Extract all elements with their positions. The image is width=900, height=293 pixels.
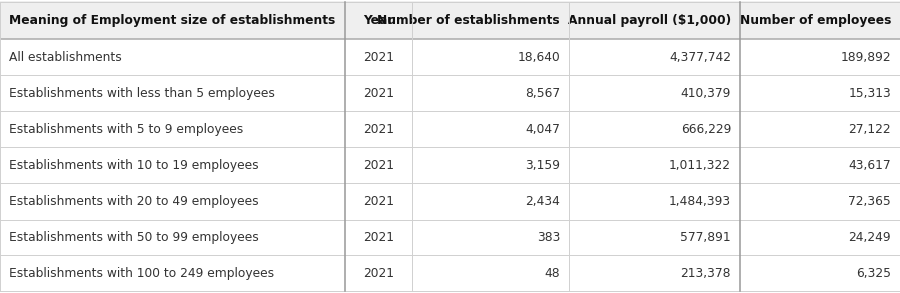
Text: 6,325: 6,325 bbox=[856, 267, 891, 280]
Bar bbox=[0, 1, 900, 40]
Text: 410,379: 410,379 bbox=[680, 87, 731, 100]
Bar bbox=[0, 40, 900, 76]
Text: 27,122: 27,122 bbox=[849, 123, 891, 136]
Text: 2021: 2021 bbox=[363, 123, 394, 136]
Text: Establishments with 5 to 9 employees: Establishments with 5 to 9 employees bbox=[9, 123, 243, 136]
Text: 2021: 2021 bbox=[363, 159, 394, 172]
Text: All establishments: All establishments bbox=[9, 51, 122, 64]
Bar bbox=[0, 183, 900, 219]
Text: 3,159: 3,159 bbox=[525, 159, 560, 172]
Text: 2021: 2021 bbox=[363, 231, 394, 244]
Text: 2021: 2021 bbox=[363, 51, 394, 64]
Text: 189,892: 189,892 bbox=[841, 51, 891, 64]
Text: 4,377,742: 4,377,742 bbox=[669, 51, 731, 64]
Text: 4,047: 4,047 bbox=[525, 123, 560, 136]
Text: 2021: 2021 bbox=[363, 267, 394, 280]
Text: 15,313: 15,313 bbox=[848, 87, 891, 100]
Text: 2021: 2021 bbox=[363, 87, 394, 100]
Text: 2,434: 2,434 bbox=[525, 195, 560, 208]
Bar bbox=[0, 219, 900, 255]
Bar bbox=[0, 147, 900, 183]
Text: Establishments with 20 to 49 employees: Establishments with 20 to 49 employees bbox=[9, 195, 258, 208]
Text: 1,484,393: 1,484,393 bbox=[669, 195, 731, 208]
Bar bbox=[0, 76, 900, 112]
Text: Year: Year bbox=[364, 14, 394, 27]
Text: 8,567: 8,567 bbox=[525, 87, 560, 100]
Text: Establishments with 50 to 99 employees: Establishments with 50 to 99 employees bbox=[9, 231, 259, 244]
Text: 72,365: 72,365 bbox=[848, 195, 891, 208]
Bar bbox=[0, 112, 900, 147]
Text: Establishments with 10 to 19 employees: Establishments with 10 to 19 employees bbox=[9, 159, 258, 172]
Text: 383: 383 bbox=[536, 231, 560, 244]
Text: 43,617: 43,617 bbox=[849, 159, 891, 172]
Text: 666,229: 666,229 bbox=[680, 123, 731, 136]
Text: 48: 48 bbox=[544, 267, 560, 280]
Text: 2021: 2021 bbox=[363, 195, 394, 208]
Text: 213,378: 213,378 bbox=[680, 267, 731, 280]
Text: 24,249: 24,249 bbox=[849, 231, 891, 244]
Text: 577,891: 577,891 bbox=[680, 231, 731, 244]
Text: Number of establishments: Number of establishments bbox=[377, 14, 560, 27]
Text: 1,011,322: 1,011,322 bbox=[669, 159, 731, 172]
Text: Establishments with less than 5 employees: Establishments with less than 5 employee… bbox=[9, 87, 274, 100]
Text: Meaning of Employment size of establishments: Meaning of Employment size of establishm… bbox=[9, 14, 335, 27]
Text: Annual payroll ($1,000): Annual payroll ($1,000) bbox=[568, 14, 731, 27]
Text: 18,640: 18,640 bbox=[518, 51, 560, 64]
Text: Establishments with 100 to 249 employees: Establishments with 100 to 249 employees bbox=[9, 267, 274, 280]
Bar bbox=[0, 255, 900, 292]
Text: Number of employees: Number of employees bbox=[740, 14, 891, 27]
